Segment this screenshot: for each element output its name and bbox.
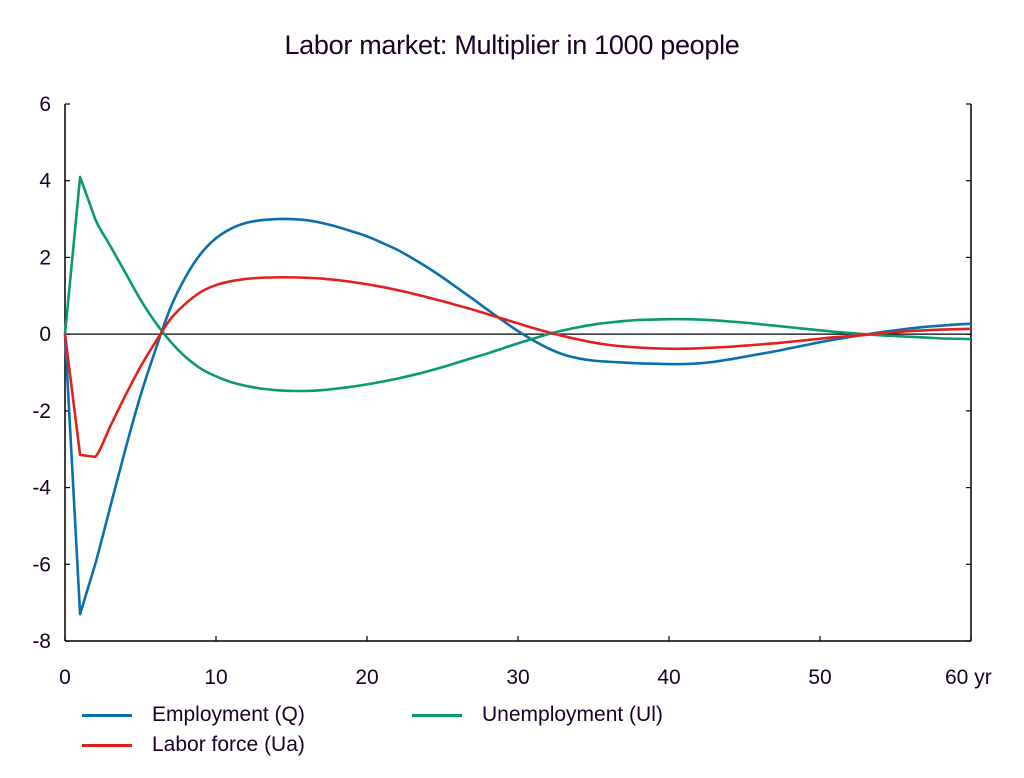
x-tick-label: 40 [657, 666, 680, 689]
legend-label-employment: Employment (Q) [152, 703, 305, 726]
series-line-unemployment-ul [63, 175, 972, 393]
y-tick-label: 2 [39, 246, 51, 269]
x-tick-label: 20 [355, 666, 378, 689]
legend-swatch-unemployment [412, 713, 462, 717]
x-tick-label: 50 [808, 666, 831, 689]
legend-swatch-employment [82, 713, 132, 717]
series-layer [63, 175, 972, 616]
chart-title: Labor market: Multiplier in 1000 people [284, 30, 740, 60]
legend-item-unemployment: Unemployment (Ul) [412, 703, 663, 727]
axes: -8 -6 -4 -2 0 2 4 6 0 10 20 30 40 50 60 yr [32, 93, 991, 689]
legend-swatch-labor-force [82, 743, 132, 747]
x-tick-label: 0 [59, 666, 71, 689]
legend-label-labor-force: Labor force (Ua) [152, 733, 305, 756]
series-line-labor-force-ua [63, 276, 972, 459]
legend-item-labor-force: Labor force (Ua) [82, 733, 305, 757]
legend-label-unemployment: Unemployment (Ul) [482, 703, 663, 726]
y-tick-label: -2 [32, 400, 51, 423]
y-tick-label: 4 [39, 170, 51, 193]
x-tick-label: 30 [506, 666, 529, 689]
y-tick-label: -6 [32, 553, 51, 576]
x-tick-label: 60 yr [945, 666, 992, 689]
y-tick-label: 6 [39, 93, 51, 116]
y-tick-label: 0 [39, 323, 51, 346]
legend-item-employment: Employment (Q) [82, 703, 305, 727]
x-tick-label: 10 [204, 666, 227, 689]
y-tick-label: -8 [32, 630, 51, 653]
series-line-employment-q [63, 217, 972, 616]
y-tick-label: -4 [32, 477, 51, 500]
